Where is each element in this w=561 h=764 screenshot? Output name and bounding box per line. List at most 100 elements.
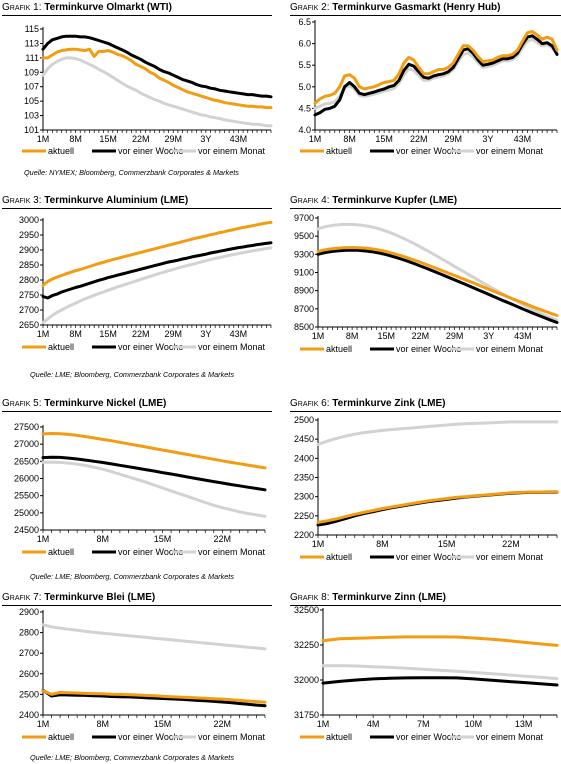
y-tick-label: 6.5 bbox=[298, 17, 311, 27]
chart-number: Grafik 2: bbox=[290, 2, 330, 13]
chart-name: Terminkurve Zink (LME) bbox=[332, 398, 446, 409]
y-tick-label: 25500 bbox=[14, 491, 39, 501]
chart-title: Grafik 4: Terminkurve Kupfer (LME) bbox=[290, 195, 457, 206]
x-tick-label: 22M bbox=[214, 719, 232, 729]
y-tick-label: 2500 bbox=[19, 689, 39, 699]
series-line-woche bbox=[316, 490, 559, 527]
y-tick-label: 8900 bbox=[294, 286, 314, 296]
x-tick-label: 1M bbox=[37, 534, 50, 544]
legend-label-woche: vor einer Woche bbox=[396, 146, 461, 156]
series-line-aktuell bbox=[41, 432, 267, 470]
x-tick-label: 15M bbox=[378, 331, 396, 341]
y-tick-label: 2650 bbox=[19, 320, 39, 330]
x-tick-label: 43M bbox=[514, 331, 532, 341]
chart-title: Grafik 7: Terminkurve Blei (LME) bbox=[2, 592, 155, 603]
x-tick-label: 22M bbox=[132, 329, 150, 339]
chart-name: Terminkurve Nickel (LME) bbox=[44, 398, 167, 409]
chart-number: Grafik 1: bbox=[2, 2, 42, 13]
y-tick-label: 2850 bbox=[19, 260, 39, 270]
title-rule bbox=[2, 15, 272, 16]
y-tick-label: 2900 bbox=[19, 607, 39, 617]
x-tick-label: 4M bbox=[367, 719, 380, 729]
legend-label-woche: vor einer Woche bbox=[118, 146, 183, 156]
chart-title: Grafik 6: Terminkurve Zink (LME) bbox=[290, 398, 445, 409]
series-line-aktuell bbox=[316, 246, 559, 317]
source-note: Quelle: LME; Bloomberg, Commerzbank Corp… bbox=[30, 753, 234, 762]
x-tick-label: 15M bbox=[99, 134, 117, 144]
y-tick-label: 5.5 bbox=[298, 60, 311, 70]
legend-label-aktuell: aktuell bbox=[48, 342, 74, 352]
y-tick-label: 8700 bbox=[294, 304, 314, 314]
y-tick-label: 2500 bbox=[294, 415, 314, 425]
x-tick-label: 29M bbox=[165, 134, 183, 144]
y-tick-label: 27000 bbox=[14, 439, 39, 449]
x-tick-label: 10M bbox=[465, 719, 483, 729]
series-line-woche bbox=[41, 241, 273, 300]
y-tick-label: 2400 bbox=[294, 453, 314, 463]
x-tick-label: 8M bbox=[69, 134, 82, 144]
y-tick-label: 2350 bbox=[294, 473, 314, 483]
x-tick-label: 8M bbox=[97, 534, 110, 544]
series-line-aktuell bbox=[316, 490, 559, 524]
y-tick-label: 9500 bbox=[294, 231, 314, 241]
legend-label-monat: vor einem Monat bbox=[476, 732, 544, 742]
series-line-monat bbox=[316, 420, 559, 446]
legend-label-woche: vor einer Woche bbox=[118, 342, 183, 352]
x-tick-label: 8M bbox=[343, 134, 356, 144]
y-tick-label: 2200 bbox=[294, 530, 314, 540]
series-line-monat bbox=[41, 623, 267, 651]
chart-title: Grafik 5: Terminkurve Nickel (LME) bbox=[2, 398, 166, 409]
chart-title: Grafik 2: Terminkurve Gasmarkt (Henry Hu… bbox=[290, 2, 501, 13]
title-rule bbox=[290, 15, 561, 16]
y-tick-label: 115 bbox=[25, 24, 39, 34]
y-tick-label: 2250 bbox=[294, 511, 314, 521]
x-tick-label: 3Y bbox=[482, 134, 493, 144]
y-tick-label: 2700 bbox=[19, 305, 39, 315]
title-rule bbox=[2, 411, 272, 412]
chart-name: Terminkurve Aluminium (LME) bbox=[44, 195, 189, 206]
x-tick-label: 29M bbox=[446, 331, 464, 341]
x-tick-label: 22M bbox=[214, 534, 232, 544]
y-tick-label: 2450 bbox=[294, 434, 314, 444]
y-tick-label: 5.0 bbox=[298, 82, 311, 92]
source-note: Quelle: LME; Bloomberg, Commerzbank Corp… bbox=[30, 370, 234, 379]
x-tick-label: 22M bbox=[132, 134, 150, 144]
y-tick-label: 9700 bbox=[294, 213, 314, 223]
x-tick-label: 8M bbox=[69, 329, 82, 339]
title-rule bbox=[290, 208, 561, 209]
chart-title: Grafik 3: Terminkurve Aluminium (LME) bbox=[2, 195, 188, 206]
legend-label-aktuell: aktuell bbox=[326, 732, 352, 742]
x-tick-label: 43M bbox=[230, 329, 248, 339]
y-tick-label: 2700 bbox=[19, 648, 39, 658]
y-tick-label: 27500 bbox=[14, 422, 39, 432]
legend-label-monat: vor einem Monat bbox=[198, 732, 266, 742]
source-note: Quelle: NYMEX; Bloomberg, Commerzbank Co… bbox=[24, 168, 239, 177]
x-tick-label: 29M bbox=[165, 329, 183, 339]
title-rule bbox=[290, 605, 561, 606]
y-tick-label: 2900 bbox=[19, 245, 39, 255]
y-tick-label: 26000 bbox=[14, 474, 39, 484]
title-rule bbox=[2, 605, 272, 606]
chart-title: Grafik 8: Terminkurve Zinn (LME) bbox=[290, 592, 446, 603]
chart-name: Terminkurve Zinn (LME) bbox=[332, 592, 447, 603]
y-tick-label: 2800 bbox=[19, 275, 39, 285]
y-tick-label: 9100 bbox=[294, 268, 314, 278]
series-line-aktuell bbox=[313, 30, 559, 105]
series-line-woche bbox=[41, 34, 273, 99]
y-tick-label: 9300 bbox=[294, 249, 314, 259]
legend-label-woche: vor einer Woche bbox=[118, 732, 183, 742]
y-tick-label: 3000 bbox=[19, 215, 39, 225]
series-line-monat bbox=[41, 460, 267, 518]
y-tick-label: 2400 bbox=[19, 710, 39, 720]
x-tick-label: 1M bbox=[317, 719, 330, 729]
chart-name: Terminkurve Gasmarkt (Henry Hub) bbox=[332, 2, 501, 13]
y-tick-label: 4.5 bbox=[298, 103, 311, 113]
legend-label-aktuell: aktuell bbox=[48, 732, 74, 742]
legend-label-monat: vor einem Monat bbox=[198, 146, 266, 156]
y-tick-label: 32250 bbox=[294, 640, 319, 650]
y-tick-label: 101 bbox=[24, 125, 39, 135]
series-line-woche bbox=[316, 248, 559, 324]
x-tick-label: 8M bbox=[346, 331, 359, 341]
title-rule bbox=[290, 411, 561, 412]
series-line-aktuell bbox=[41, 689, 267, 704]
